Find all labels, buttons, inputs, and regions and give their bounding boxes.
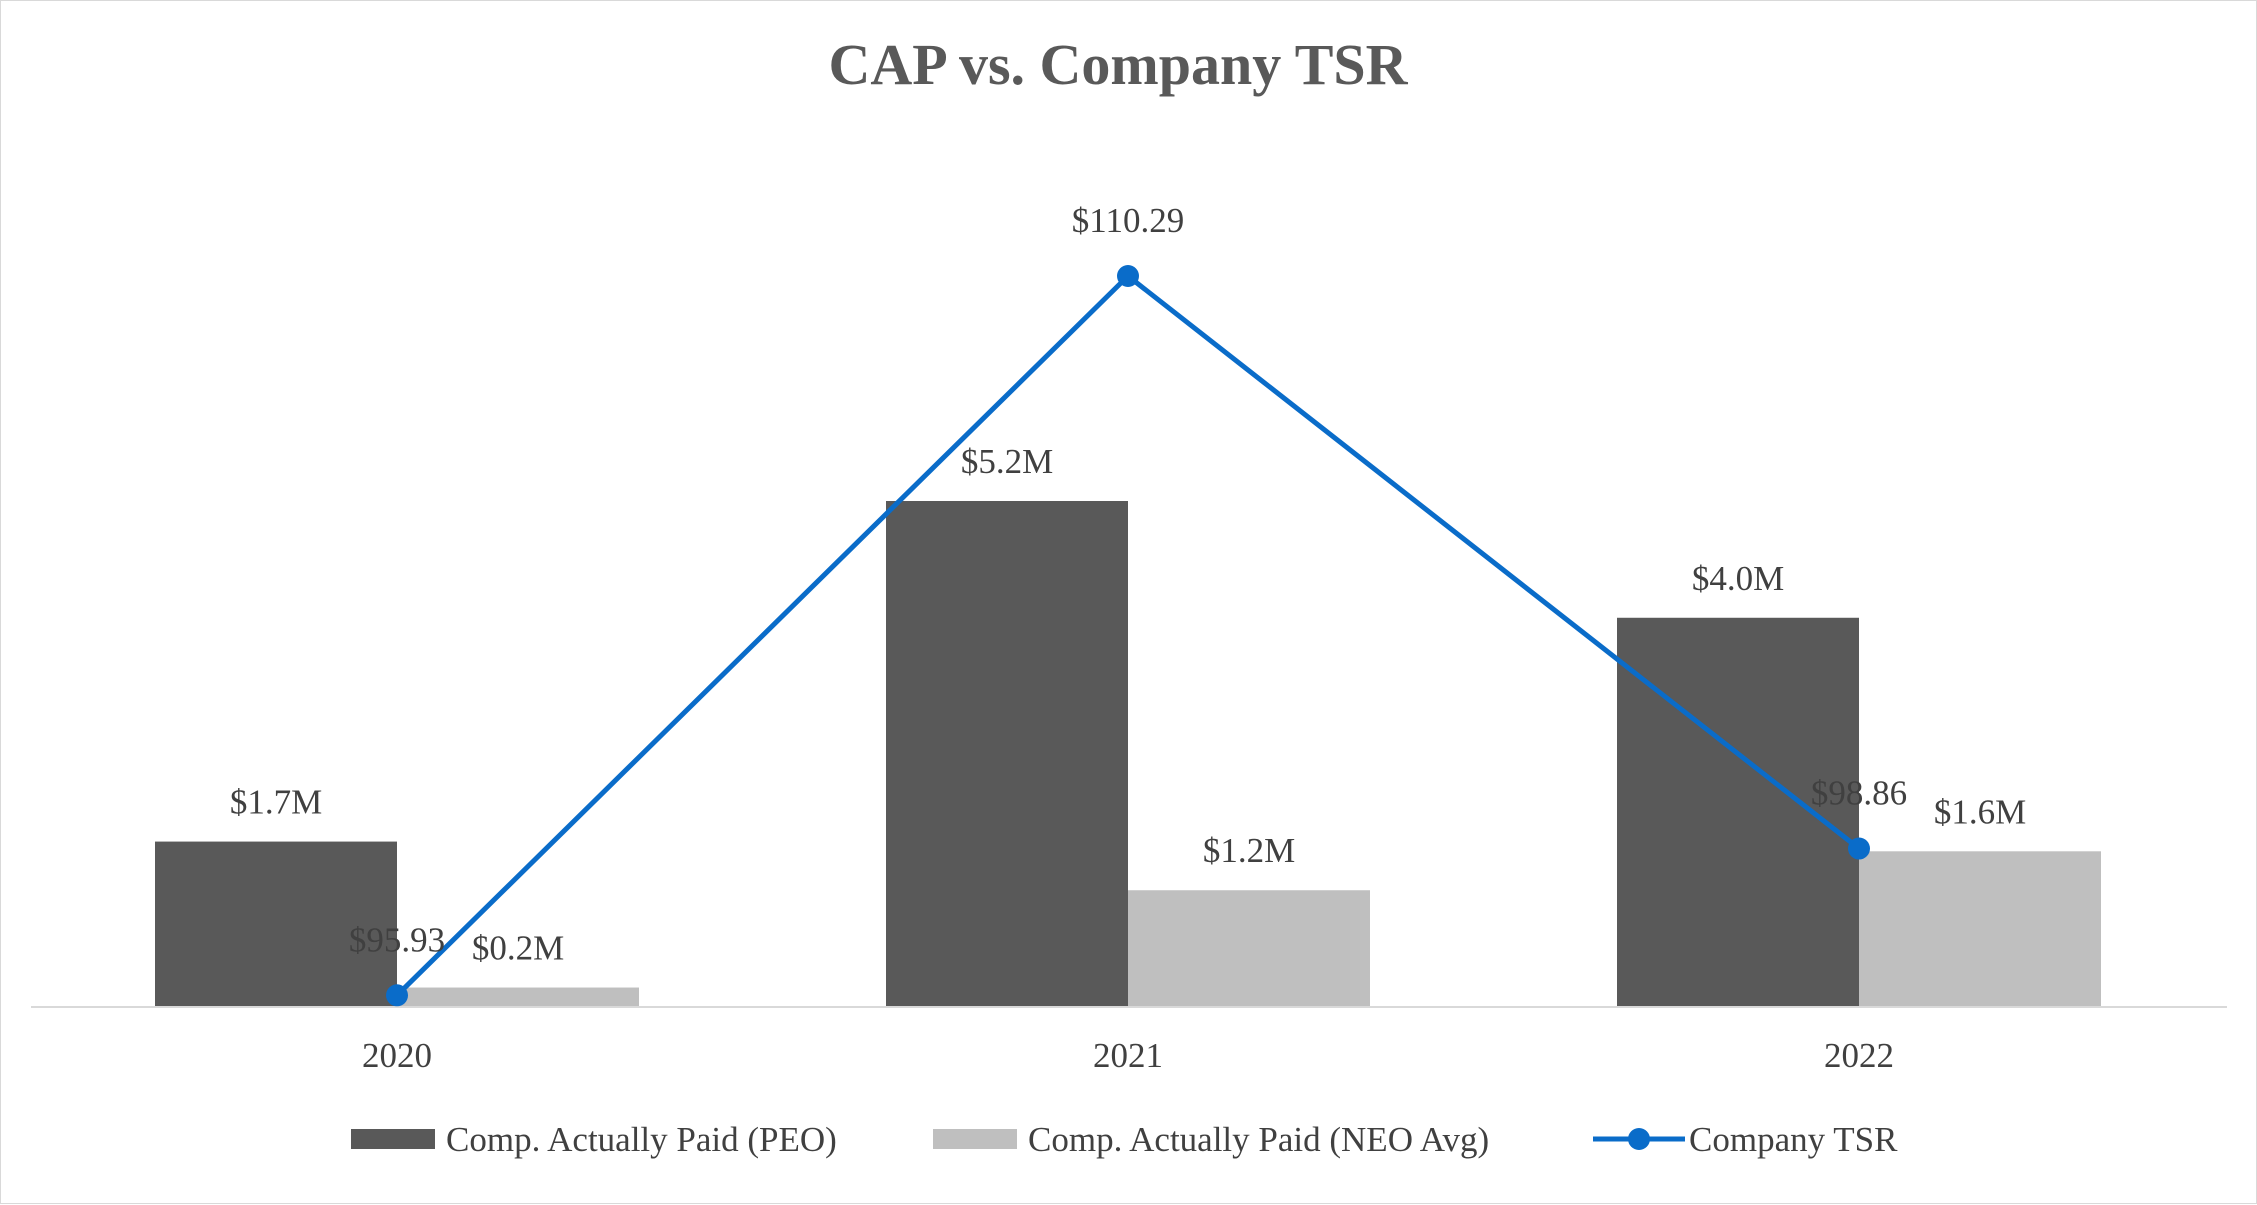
point-company-tsr-2022	[1848, 837, 1870, 860]
point-company-tsr-2021	[1117, 265, 1139, 287]
data-label-comp-actually-paid-peo-2022: $4.0M	[1692, 559, 1784, 598]
data-label-company-tsr-2021: $110.29	[1072, 201, 1184, 240]
legend-item-comp-actually-paid-neo-avg: Comp. Actually Paid (NEO Avg)	[933, 1120, 1489, 1159]
legend-swatch-comp-actually-paid-neo-avg	[933, 1129, 1017, 1149]
x-tick-label-2022: 2022	[1824, 1036, 1894, 1075]
bar-comp-actually-paid-neo-avg-2020	[397, 987, 639, 1007]
data-label-comp-actually-paid-peo-2020: $1.7M	[230, 783, 322, 822]
legend-label-comp-actually-paid-neo-avg: Comp. Actually Paid (NEO Avg)	[1028, 1120, 1489, 1159]
legend-swatch-comp-actually-paid-peo	[351, 1129, 435, 1149]
x-tick-label-2020: 2020	[362, 1036, 432, 1075]
bar-comp-actually-paid-peo-2020	[155, 841, 397, 1007]
x-tick-labels: 2020 2021 2022	[362, 1036, 1894, 1075]
legend: Comp. Actually Paid (PEO) Comp. Actually …	[351, 1120, 1898, 1159]
bar-comp-actually-paid-peo-2022	[1617, 617, 1859, 1007]
legend-item-comp-actually-paid-peo: Comp. Actually Paid (PEO)	[351, 1120, 837, 1159]
tsr-line-layer	[386, 265, 1870, 1007]
legend-item-company-tsr: Company TSR	[1593, 1120, 1898, 1159]
bar-comp-actually-paid-neo-avg-2022	[1859, 851, 2101, 1007]
legend-label-comp-actually-paid-peo: Comp. Actually Paid (PEO)	[446, 1120, 837, 1159]
data-label-comp-actually-paid-neo-avg-2022: $1.6M	[1934, 792, 2026, 831]
legend-label-company-tsr: Company TSR	[1689, 1120, 1898, 1159]
data-labels-layer: $1.7M $5.2M $4.0M $0.2M $1.2M $1.6M $95.93 $110…	[230, 201, 2026, 968]
x-tick-label-2021: 2021	[1093, 1036, 1163, 1075]
legend-swatch-marker-company-tsr	[1628, 1128, 1650, 1150]
data-label-company-tsr-2020: $95.93	[349, 920, 445, 959]
bars-layer	[155, 501, 2101, 1007]
data-label-comp-actually-paid-peo-2021: $5.2M	[961, 442, 1053, 481]
data-label-company-tsr-2022: $98.86	[1811, 774, 1907, 813]
chart-title: CAP vs. Company TSR	[828, 32, 1408, 97]
data-label-comp-actually-paid-neo-avg-2021: $1.2M	[1203, 831, 1295, 870]
data-label-comp-actually-paid-neo-avg-2020: $0.2M	[472, 929, 564, 968]
point-company-tsr-2020	[386, 984, 408, 1007]
bar-comp-actually-paid-peo-2021	[886, 501, 1128, 1007]
bar-comp-actually-paid-neo-avg-2021	[1128, 890, 1370, 1007]
